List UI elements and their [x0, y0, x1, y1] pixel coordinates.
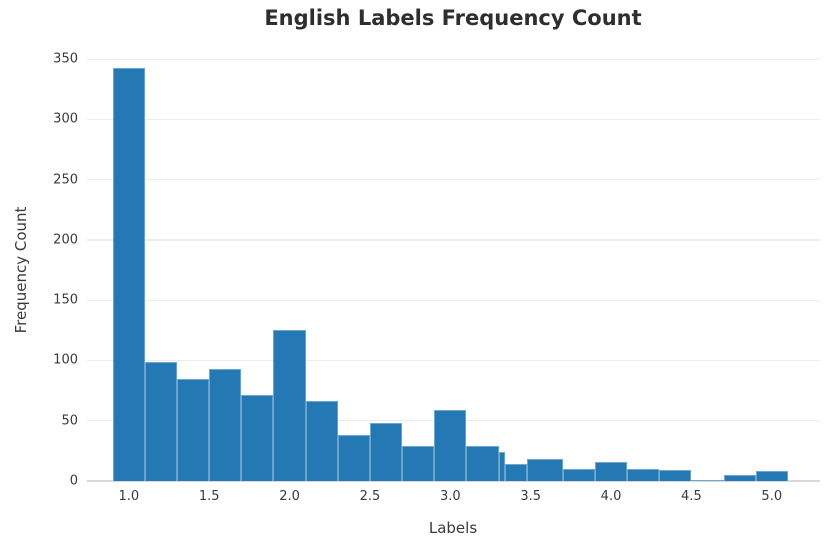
histogram-bar: [369, 423, 403, 481]
y-tick-label: 300: [53, 111, 78, 127]
y-tick-label: 150: [53, 292, 78, 308]
x-tick-label: 3.5: [520, 489, 541, 504]
histogram-bar: [504, 464, 528, 481]
histogram-bar: [305, 401, 338, 481]
x-tick-label: 4.5: [681, 489, 702, 504]
histogram-bar: [177, 378, 210, 481]
x-tick-label: 2.0: [279, 489, 300, 504]
histogram-bar: [112, 67, 145, 481]
gridline: [87, 239, 820, 241]
gridline: [87, 58, 820, 60]
x-tick-label: 1.5: [198, 489, 220, 504]
y-tick-label: 50: [61, 413, 78, 429]
y-tick-label: 100: [53, 352, 78, 368]
histogram-bar: [273, 330, 306, 481]
y-tick-label: 200: [53, 232, 78, 248]
histogram-bar: [594, 461, 628, 481]
histogram-bar: [562, 468, 595, 481]
chart-title: English Labels Frequency Count: [264, 6, 642, 30]
y-tick-label: 0: [69, 473, 78, 489]
histogram-bar: [723, 474, 756, 481]
histogram-bar: [466, 446, 499, 481]
histogram-bar: [241, 395, 274, 481]
histogram-bar: [144, 361, 177, 481]
histogram-bar: [659, 470, 692, 481]
histogram-bar: [402, 446, 435, 481]
histogram-bar: [627, 468, 660, 481]
histogram-bar: [755, 471, 788, 481]
gridline: [87, 118, 820, 121]
gridline: [87, 359, 820, 362]
x-tick-label: 5.0: [761, 489, 783, 504]
x-axis-line: [87, 480, 820, 482]
x-axis-label: Labels: [428, 519, 478, 537]
x-tick-label: 1.0: [118, 489, 140, 504]
histogram-bar: [337, 435, 370, 481]
y-tick-label: 350: [53, 51, 78, 67]
x-tick-label: 3.0: [439, 489, 461, 504]
x-tick-label: 4.0: [600, 489, 622, 504]
gridline: [87, 299, 820, 301]
gridline: [87, 179, 820, 181]
histogram-bar: [209, 368, 242, 481]
histogram-bar: [434, 409, 467, 481]
histogram-bar: [691, 479, 724, 481]
histogram-bar: [498, 452, 505, 481]
y-tick-label: 250: [53, 172, 78, 188]
x-tick-label: 2.5: [359, 489, 381, 504]
histogram-bar: [527, 459, 563, 481]
y-axis-label: Frequency Count: [12, 206, 30, 334]
